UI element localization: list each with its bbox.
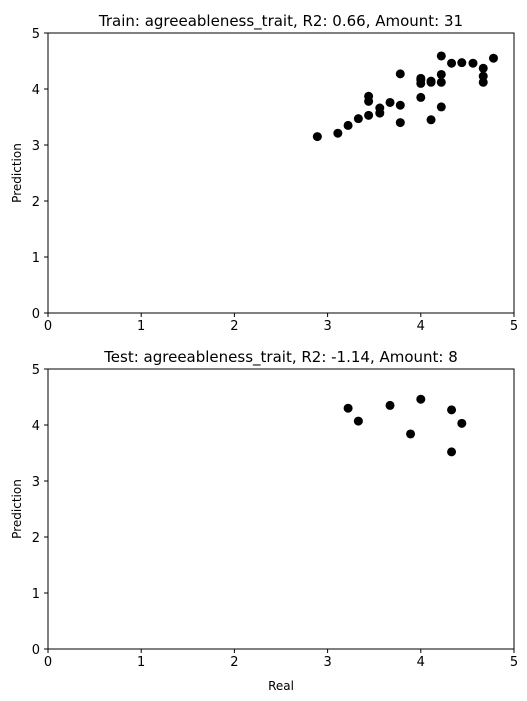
test-data-point (343, 403, 353, 413)
test-x-tick-label: 3 (323, 655, 331, 670)
test-data-point (385, 400, 395, 410)
test-y-tick-label: 0 (32, 643, 40, 658)
train-y-tick-label: 4 (32, 83, 40, 98)
test-scatter-panel: Test: agreeableness_trait, R2: -1.14, Am… (10, 348, 518, 693)
test-data-point (447, 405, 457, 415)
train-data-point (395, 100, 405, 110)
train-y-tick-label: 0 (32, 307, 40, 322)
train-data-point (478, 77, 488, 87)
test-data-point (406, 429, 416, 439)
test-x-axis-label: Real (268, 679, 294, 693)
train-y-tick-label: 5 (32, 27, 40, 42)
train-x-tick-label: 4 (417, 319, 425, 334)
test-axis-ticks: 0 1 2 3 4 5 0 1 2 3 4 5 (32, 363, 518, 670)
train-data-point (333, 128, 343, 138)
train-x-tick-label: 0 (44, 319, 52, 334)
test-y-axis-label: Prediction (10, 479, 24, 539)
train-data-point (385, 97, 395, 107)
train-x-tick-label: 2 (230, 319, 238, 334)
train-data-point (426, 115, 436, 125)
train-data-point (395, 69, 405, 79)
test-data-point (457, 418, 467, 428)
train-data-point (375, 103, 385, 113)
train-data-point (468, 58, 478, 68)
train-y-tick-label: 1 (32, 251, 40, 266)
train-data-point (364, 91, 374, 101)
test-y-tick-label: 2 (32, 531, 40, 546)
test-x-tick-label: 0 (44, 655, 52, 670)
train-plot-frame (47, 32, 515, 314)
test-y-tick-label: 5 (32, 363, 40, 378)
test-plot-frame (47, 368, 515, 650)
test-y-tick-label: 1 (32, 587, 40, 602)
train-data-point (364, 110, 374, 120)
test-y-tick-label: 3 (32, 475, 40, 490)
train-data-point (488, 53, 498, 63)
train-data-point (395, 118, 405, 128)
test-data-points (343, 394, 467, 457)
train-x-tick-label: 3 (323, 319, 331, 334)
train-data-point (353, 114, 363, 124)
train-data-point (457, 58, 467, 68)
train-chart-title: Train: agreeableness_trait, R2: 0.66, Am… (98, 12, 463, 31)
train-data-point (416, 75, 426, 85)
train-axis-ticks: 0 1 2 3 4 5 0 1 2 3 4 5 (32, 27, 518, 334)
train-data-point (478, 63, 488, 73)
train-x-tick-label: 1 (137, 319, 145, 334)
test-chart-title: Test: agreeableness_trait, R2: -1.14, Am… (103, 348, 458, 367)
test-y-tick-label: 4 (32, 419, 40, 434)
train-data-point (447, 58, 457, 68)
train-data-point (436, 102, 446, 112)
train-y-axis-label: Prediction (10, 143, 24, 203)
train-data-point (436, 51, 446, 61)
train-y-tick-label: 3 (32, 139, 40, 154)
train-data-point (478, 71, 488, 81)
train-x-tick-label: 5 (510, 319, 518, 334)
train-data-point (436, 69, 446, 79)
test-x-tick-label: 4 (417, 655, 425, 670)
test-data-point (447, 447, 457, 457)
train-data-point (426, 76, 436, 86)
test-data-point (416, 394, 426, 404)
train-data-point (436, 77, 446, 87)
test-x-tick-label: 5 (510, 655, 518, 670)
train-y-tick-label: 2 (32, 195, 40, 210)
test-data-point (353, 416, 363, 426)
test-x-tick-label: 1 (137, 655, 145, 670)
train-data-point (343, 120, 353, 130)
train-data-point (416, 92, 426, 102)
train-scatter-panel: Train: agreeableness_trait, R2: 0.66, Am… (10, 12, 518, 334)
test-x-tick-label: 2 (230, 655, 238, 670)
train-data-point (312, 132, 322, 142)
train-data-points (312, 51, 498, 142)
